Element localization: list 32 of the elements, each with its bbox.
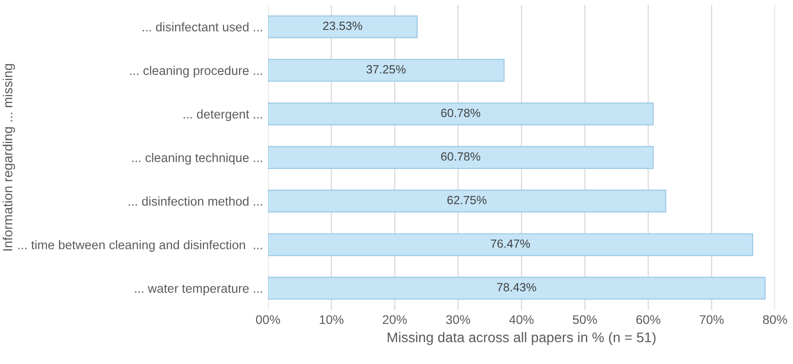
x-tick-label: 60% bbox=[636, 315, 660, 324]
y-tick-label: ... cleaning procedure ... bbox=[130, 66, 262, 78]
bar bbox=[268, 102, 654, 126]
x-tick-label: 80% bbox=[763, 315, 788, 324]
y-axis-title: Information regarding ... missing bbox=[2, 64, 15, 251]
data-label: 76.47% bbox=[490, 239, 530, 248]
y-tick-label: ... time between cleaning and disinfection ... bbox=[18, 240, 262, 252]
bar bbox=[268, 58, 505, 82]
data-label: 78.43% bbox=[497, 283, 536, 292]
x-tick-label: 40% bbox=[509, 315, 534, 324]
bar bbox=[268, 15, 418, 38]
x-tick-label: 00% bbox=[256, 315, 280, 324]
bar bbox=[268, 276, 766, 300]
x-tick-label: 10% bbox=[320, 315, 344, 324]
y-tick-label: ... disinfection method ... bbox=[128, 196, 262, 206]
x-axis-title: Missing data across all papers in % (n = 51) bbox=[388, 332, 656, 346]
data-label: 60.78% bbox=[441, 108, 480, 118]
bar bbox=[268, 190, 666, 213]
y-tick-label: ... water temperature ... bbox=[135, 284, 262, 296]
y-tick-label: ... cleaning technique ... bbox=[132, 152, 262, 165]
y-tick-label: ... detergent ... bbox=[184, 109, 262, 122]
bar bbox=[268, 233, 754, 256]
bar bbox=[268, 146, 654, 169]
x-tick-label: 30% bbox=[446, 315, 470, 324]
data-label: 37.25% bbox=[366, 65, 406, 74]
x-tick-label: 70% bbox=[700, 315, 724, 324]
data-label: 23.53% bbox=[323, 22, 362, 30]
data-label: 62.75% bbox=[447, 196, 486, 204]
x-tick-label: 20% bbox=[382, 315, 407, 324]
y-tick-label: ... disinfectant used ... bbox=[142, 22, 262, 32]
x-tick-label: 50% bbox=[572, 315, 597, 324]
data-label: 60.78% bbox=[441, 152, 480, 161]
